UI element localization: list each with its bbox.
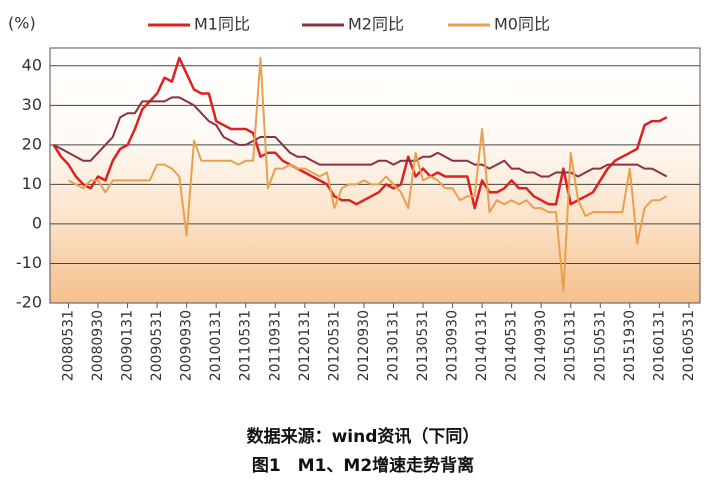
series-line (68, 56, 668, 293)
series-line (53, 96, 668, 178)
y-tick-label: -20 (16, 293, 42, 312)
x-tick-label: 20150531 (592, 310, 608, 381)
x-tick-label: 20160531 (681, 310, 697, 381)
x-tick-label: 20120531 (326, 310, 342, 381)
x-tick-label: 20110531 (238, 310, 254, 381)
x-tick-label: 20090131 (120, 310, 136, 381)
y-tick-label: 10 (22, 174, 42, 193)
y-tick-label: 20 (22, 134, 42, 153)
x-tick-label: 20080930 (90, 310, 106, 381)
y-tick-label: 30 (22, 95, 42, 114)
y-tick-label: 0 (32, 213, 42, 232)
x-tick-label: 20130531 (415, 310, 431, 381)
y-tick-label: 40 (22, 55, 42, 74)
legend-label: M1同比 (194, 15, 250, 34)
x-tick-label: 20090930 (179, 310, 195, 381)
series-line (52, 56, 668, 210)
x-tick-label: 20090531 (149, 310, 165, 381)
x-tick-label: 20140930 (533, 310, 549, 381)
x-tick-label: 20150131 (563, 310, 579, 381)
chart-title: 图1 M1、M2增速走势背离 (252, 455, 474, 476)
legend-label: M2同比 (348, 15, 404, 34)
x-tick-label: 20130131 (385, 310, 401, 381)
y-tick-label: -10 (16, 253, 42, 272)
x-tick-label: 20151930 (622, 310, 638, 381)
x-tick-label: 20130930 (445, 310, 461, 381)
legend-label: M0同比 (494, 15, 550, 34)
x-tick-label: 20120131 (297, 310, 313, 381)
x-tick-label: 20100131 (208, 310, 224, 381)
source-note: 数据来源：wind资讯（下同） (247, 426, 480, 447)
x-tick-label: 20120930 (356, 310, 372, 381)
y-axis-label: (%) (8, 14, 36, 33)
x-tick-label: 20110931 (267, 310, 283, 381)
x-tick-label: 20140531 (504, 310, 520, 381)
x-tick-label: 20160131 (651, 310, 667, 381)
x-tick-label: 20080531 (60, 310, 76, 381)
x-tick-label: 20140131 (474, 310, 490, 381)
plot-border (49, 47, 701, 304)
